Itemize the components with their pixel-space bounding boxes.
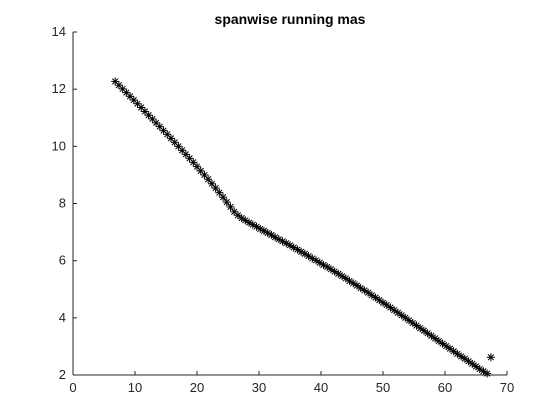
x-tick-label: 50 — [376, 380, 390, 395]
data-point — [408, 318, 417, 327]
x-tick-label: 70 — [500, 380, 514, 395]
data-point — [211, 184, 220, 193]
data-point — [222, 198, 231, 207]
data-series — [111, 77, 495, 378]
chart-title: spanwise running mas — [215, 11, 366, 27]
x-tick-label: 10 — [128, 380, 142, 395]
data-point — [393, 308, 402, 317]
y-tick-label: 6 — [59, 253, 66, 268]
data-point — [189, 158, 198, 167]
data-point — [200, 170, 209, 179]
data-point — [375, 296, 384, 305]
data-point — [445, 344, 454, 353]
y-tick-label: 8 — [59, 196, 66, 211]
data-point — [226, 202, 235, 211]
plot-area — [73, 32, 507, 375]
data-point — [219, 193, 228, 202]
y-tick-label: 12 — [52, 81, 66, 96]
y-tick-label: 4 — [59, 310, 66, 325]
x-axis-ticks: 0 10 20 30 40 50 60 70 — [69, 371, 514, 395]
data-point — [193, 162, 201, 171]
data-point — [453, 349, 462, 358]
y-tick-label: 10 — [52, 138, 66, 153]
x-tick-label: 30 — [252, 380, 266, 395]
x-tick-label: 60 — [438, 380, 452, 395]
data-point — [486, 353, 495, 362]
x-tick-label: 0 — [69, 380, 76, 395]
data-point — [204, 175, 213, 184]
data-point — [144, 111, 153, 120]
data-point — [352, 281, 361, 290]
data-point — [230, 207, 239, 216]
y-axis-ticks: 2 4 6 8 10 12 14 — [52, 24, 77, 382]
data-point — [181, 150, 190, 159]
y-tick-label: 14 — [52, 24, 66, 39]
data-point — [133, 99, 142, 108]
data-point — [122, 88, 131, 97]
data-point — [460, 354, 469, 363]
x-tick-label: 40 — [314, 380, 328, 395]
y-tick-label: 2 — [59, 367, 66, 382]
data-point — [386, 303, 395, 312]
data-point — [215, 188, 224, 197]
data-point — [483, 369, 492, 378]
x-tick-label: 20 — [190, 380, 204, 395]
